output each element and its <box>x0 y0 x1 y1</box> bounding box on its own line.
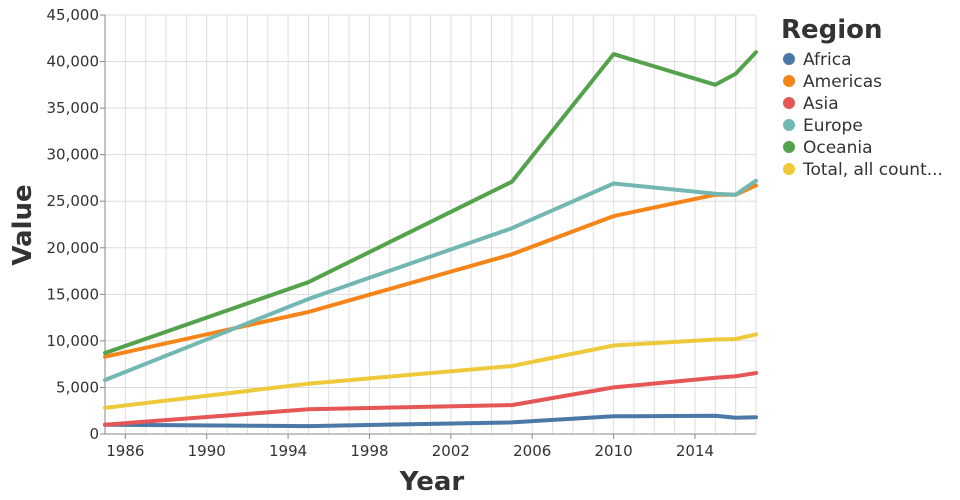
legend-label: Asia <box>803 94 839 114</box>
x-axis-title: Year <box>399 467 465 497</box>
x-tick-label: 2010 <box>595 442 633 460</box>
x-tick-label: 1994 <box>269 442 307 460</box>
y-tick-label: 25,000 <box>47 192 100 210</box>
series <box>103 50 758 429</box>
series-line-europe <box>103 178 758 382</box>
x-tick-label: 1986 <box>106 442 144 460</box>
legend-swatch <box>783 53 795 65</box>
y-tick-label: 5,000 <box>56 378 99 396</box>
y-tick-label: 15,000 <box>47 285 100 303</box>
y-tick-label: 0 <box>89 425 99 443</box>
tick-labels: 1986 1990 1994 1998 2002 2006 2010 2014 0 5,000 10… <box>47 6 715 460</box>
legend-label: Europe <box>803 116 863 136</box>
x-tick-label: 2014 <box>676 442 714 460</box>
series-line-africa <box>103 413 758 429</box>
series-line-total-all-count <box>103 332 758 410</box>
legend-label: Oceania <box>803 138 873 158</box>
y-tick-label: 45,000 <box>47 6 100 24</box>
legend: Region AfricaAmericasAsiaEuropeOceaniaTo… <box>781 15 943 180</box>
y-axis-title: Value <box>8 184 38 265</box>
x-tick-label: 1990 <box>188 442 226 460</box>
legend-label: Americas <box>803 72 882 92</box>
legend-swatch <box>783 75 795 87</box>
series-line-asia <box>103 371 758 427</box>
axes <box>100 14 756 439</box>
x-tick-label: 2002 <box>432 442 470 460</box>
y-tick-label: 40,000 <box>47 53 100 71</box>
legend-swatch <box>783 97 795 109</box>
series-line-oceania <box>103 50 758 355</box>
y-tick-label: 20,000 <box>47 239 100 257</box>
y-tick-label: 35,000 <box>47 99 100 117</box>
y-tick-label: 10,000 <box>47 332 100 350</box>
y-tick-label: 30,000 <box>47 146 100 164</box>
legend-label: Africa <box>803 50 852 70</box>
legend-swatch <box>783 163 795 175</box>
legend-swatch <box>783 119 795 131</box>
x-tick-label: 2006 <box>513 442 551 460</box>
x-tick-label: 1998 <box>350 442 388 460</box>
legend-title: Region <box>781 15 883 45</box>
legend-swatch <box>783 141 795 153</box>
legend-label: Total, all count... <box>802 160 943 180</box>
